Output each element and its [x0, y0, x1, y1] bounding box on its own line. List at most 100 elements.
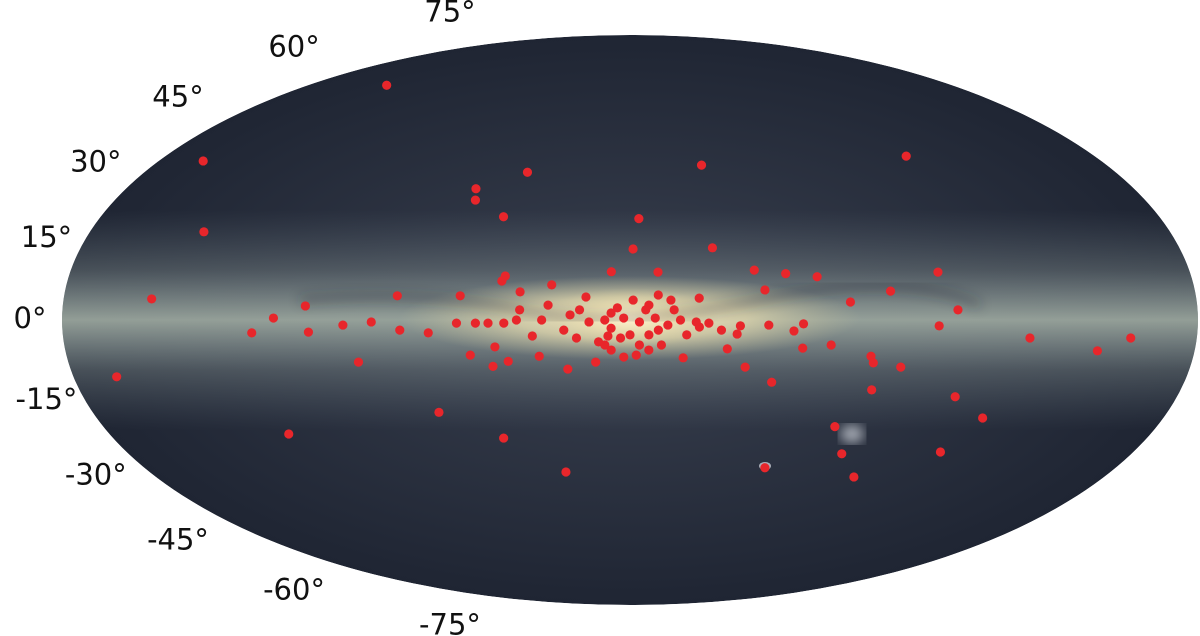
- object-dot: [953, 305, 963, 315]
- object-dot: [867, 385, 877, 395]
- object-dot: [561, 467, 571, 477]
- object-dot: [619, 352, 629, 362]
- object-dot: [198, 156, 208, 166]
- object-dot: [455, 291, 465, 301]
- object-dot: [606, 267, 616, 277]
- object-dot: [628, 244, 638, 254]
- object-dot: [760, 285, 770, 295]
- object-dot: [470, 195, 481, 205]
- object-dot: [798, 343, 808, 353]
- object-dot: [603, 331, 613, 341]
- object-dot: [934, 321, 944, 331]
- object-dot: [490, 342, 500, 352]
- object-dot: [767, 377, 777, 387]
- object-dot: [760, 463, 770, 473]
- object-dot: [716, 325, 727, 335]
- object-dot: [1025, 333, 1035, 343]
- object-dot: [537, 315, 547, 325]
- object-dot: [527, 331, 537, 341]
- object-dot: [781, 269, 791, 279]
- object-dot: [749, 265, 759, 275]
- object-dot: [300, 301, 310, 311]
- object-dot: [789, 326, 799, 336]
- object-dot: [830, 421, 840, 432]
- object-dot: [678, 353, 688, 363]
- object-dot: [682, 330, 692, 340]
- latitude-label: -60°: [263, 573, 325, 607]
- object-dot: [268, 313, 279, 323]
- latitude-label: 75°: [424, 0, 475, 28]
- object-dot: [338, 320, 348, 330]
- object-dot: [423, 328, 433, 338]
- object-dot: [837, 449, 847, 459]
- object-dot: [451, 318, 462, 328]
- object-dot: [1092, 346, 1103, 356]
- object-dot: [740, 362, 750, 372]
- object-dot: [653, 267, 663, 277]
- latitude-label: 30°: [70, 144, 121, 178]
- latitude-label: -30°: [65, 458, 127, 492]
- object-dot: [488, 361, 498, 371]
- object-dot: [868, 358, 878, 368]
- object-dot: [471, 184, 481, 194]
- object-dot: [606, 323, 616, 333]
- object-dot: [653, 290, 663, 300]
- object-dot: [615, 333, 626, 343]
- object-dot: [606, 345, 616, 355]
- object-dot: [641, 305, 651, 315]
- object-dot: [812, 272, 822, 282]
- object-dot: [600, 315, 610, 325]
- object-dot: [631, 350, 641, 360]
- object-dot: [650, 313, 660, 323]
- object-dot: [722, 344, 732, 354]
- object-dot: [584, 317, 594, 327]
- sky-background: [62, 35, 1198, 605]
- object-dot: [696, 160, 707, 170]
- object-dot: [547, 280, 557, 290]
- object-dot: [628, 295, 638, 305]
- latitude-labels: 75° 60° 45° 30° 15° 0° -15° -30° -45° -60° -75°: [14, 0, 481, 636]
- object-dot: [465, 350, 475, 360]
- object-dot: [574, 305, 585, 315]
- object-dot: [653, 325, 663, 335]
- object-dot: [619, 313, 629, 323]
- object-dot: [591, 357, 601, 367]
- object-dot: [543, 300, 553, 310]
- latitude-label: 60°: [268, 29, 319, 63]
- object-dot: [434, 407, 444, 417]
- object-dot: [885, 286, 896, 296]
- object-dot: [691, 317, 701, 327]
- object-dot: [675, 315, 686, 325]
- latitude-label: -15°: [16, 382, 78, 416]
- objects: [112, 80, 1136, 482]
- latitude-label: 15°: [21, 220, 72, 254]
- object-dot: [498, 212, 509, 222]
- latitude-label: 0°: [14, 301, 47, 335]
- object-dot: [581, 292, 591, 302]
- object-dot: [798, 319, 809, 329]
- object-dot: [849, 472, 859, 482]
- object-dot: [353, 357, 364, 367]
- object-dot: [644, 330, 654, 340]
- object-dot: [663, 320, 673, 330]
- object-dot: [366, 317, 376, 327]
- object-dot: [669, 305, 679, 315]
- object-dot: [392, 291, 402, 301]
- object-dot: [933, 267, 943, 277]
- object-dot: [559, 325, 569, 335]
- object-dot: [612, 303, 622, 313]
- object-dot: [503, 356, 513, 366]
- object-dot: [499, 318, 509, 328]
- object-dot: [1126, 333, 1136, 343]
- object-dot: [565, 310, 575, 320]
- object-dot: [515, 287, 525, 297]
- object-dot: [395, 325, 405, 335]
- object-dot: [303, 327, 314, 337]
- object-dot: [634, 340, 645, 350]
- object-dot: [735, 321, 746, 331]
- object-dot: [571, 333, 582, 343]
- object-dot: [644, 345, 654, 355]
- object-dot: [764, 320, 774, 330]
